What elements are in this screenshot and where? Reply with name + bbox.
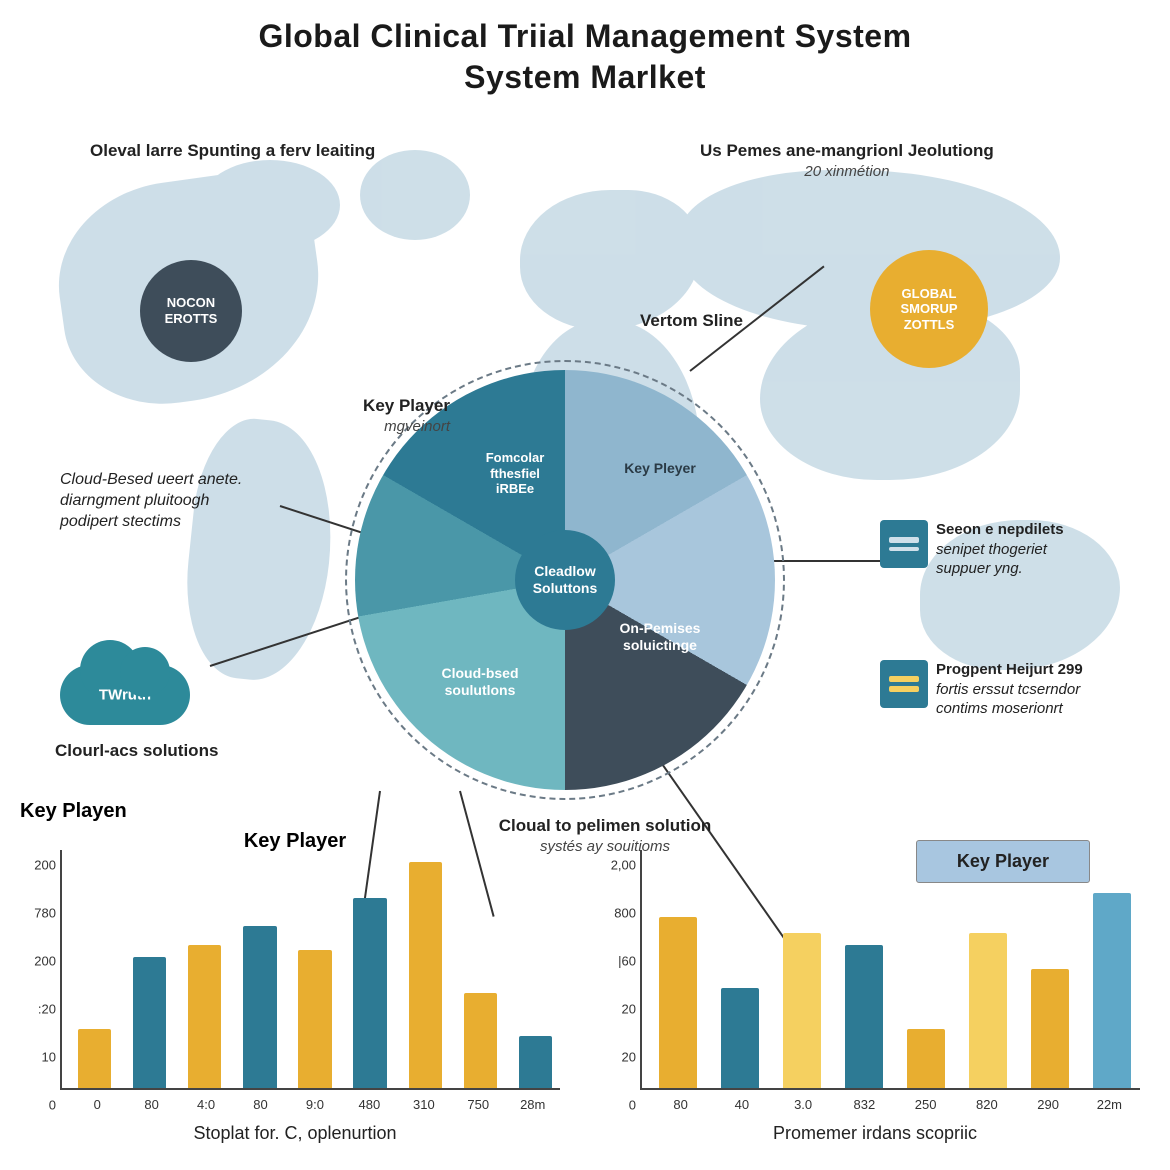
xtick: 80 [124, 1097, 178, 1112]
bar-col [1022, 850, 1078, 1088]
bar-col [836, 850, 892, 1088]
top-left-annotation: Oleval larre Spunting a ferv leaiting [90, 140, 375, 163]
ytick: 10 [20, 1050, 56, 1065]
ytick: 2,00 [600, 858, 636, 873]
bar-col [70, 850, 119, 1088]
ytick: 780 [20, 906, 56, 921]
bar-chart-left: Key Playen Key Player 0804:0809:04803107… [20, 810, 570, 1140]
badge-yellow: GLOBALSMORUPZOTTLS [870, 250, 988, 368]
ytick: 20 [600, 1002, 636, 1017]
bar-col [511, 850, 560, 1088]
slice-label-cloudbased: Cloud-bsedsoulutlons [425, 665, 535, 699]
ytick: 0 [600, 1098, 636, 1113]
ytick: 800 [600, 906, 636, 921]
cloud-icon: TWruth [60, 665, 190, 725]
bar-col [346, 850, 395, 1088]
title-block: Global Clinical Triial Management System… [0, 0, 1170, 96]
slice-label-onprem: On-Pemisessoluictinge [605, 620, 715, 654]
xtick: 40 [711, 1097, 772, 1112]
bar-col [774, 850, 830, 1088]
xtick: 80 [650, 1097, 711, 1112]
xtick: 28m [506, 1097, 560, 1112]
slice-label-fom: FomcolarfthesfieliRBEe [460, 450, 570, 497]
pie-center-label: Cleadlow Soluttons [515, 530, 615, 630]
ytick: 0 [20, 1098, 56, 1113]
tablet-icon: Progpent Heijurt 299 fortis erssut tcser… [880, 660, 928, 708]
charts-row: Key Playen Key Player 0804:0809:04803107… [20, 810, 1150, 1140]
bar-col [1084, 850, 1140, 1088]
xtick: 820 [956, 1097, 1017, 1112]
bar-col [401, 850, 450, 1088]
ytick: 200 [20, 954, 56, 969]
xtick: 480 [342, 1097, 396, 1112]
badge-dark: NOCONEROTTS [140, 260, 242, 362]
xtick: 290 [1018, 1097, 1079, 1112]
ytick: 20 [600, 1050, 636, 1065]
top-right-annotation: Us Pemes ane-mangrionl Jeolutiong 20 xin… [700, 140, 994, 182]
bar-chart-right: Key Player 80403.083225082029022m Promem… [600, 810, 1150, 1140]
xtick: 80 [233, 1097, 287, 1112]
xtick: 832 [834, 1097, 895, 1112]
title-line2: System Marlket [0, 59, 1170, 96]
xtick: 310 [397, 1097, 451, 1112]
xtick: 0 [70, 1097, 124, 1112]
line-e [770, 560, 880, 562]
xtick: 250 [895, 1097, 956, 1112]
xtick: 4:0 [179, 1097, 233, 1112]
xtick: 3.0 [773, 1097, 834, 1112]
xtick: 22m [1079, 1097, 1140, 1112]
bar-col [235, 850, 284, 1088]
bar-col [290, 850, 339, 1088]
bar-col [960, 850, 1016, 1088]
bar-col [650, 850, 706, 1088]
cloud-acs-label: Clourl-acs solutions [55, 740, 218, 763]
xtick: 750 [451, 1097, 505, 1112]
vertom-label: Vertom Sline [640, 310, 743, 333]
slice-label-key: Key Pleyer [605, 460, 715, 477]
bottom-center-annot: Cloual to pelimen solution systés ay sou… [455, 815, 755, 857]
bar-col [125, 850, 174, 1088]
bar-col [712, 850, 768, 1088]
key-player-annot: Key Player mgveinort [310, 395, 450, 437]
bar-col [898, 850, 954, 1088]
ytick: :20 [20, 1002, 56, 1017]
xtick: 9:0 [288, 1097, 342, 1112]
title-line1: Global Clinical Triial Management System [0, 18, 1170, 55]
ytick: |60 [600, 954, 636, 969]
ytick: 200 [20, 858, 56, 873]
bar-col [456, 850, 505, 1088]
cloud-based-annot: Cloud-Besed ueert anete. diarngment plui… [60, 470, 320, 532]
bar-col [180, 850, 229, 1088]
monitor-icon: Seeon e nepdilets senipet thogeriet supp… [880, 520, 928, 568]
